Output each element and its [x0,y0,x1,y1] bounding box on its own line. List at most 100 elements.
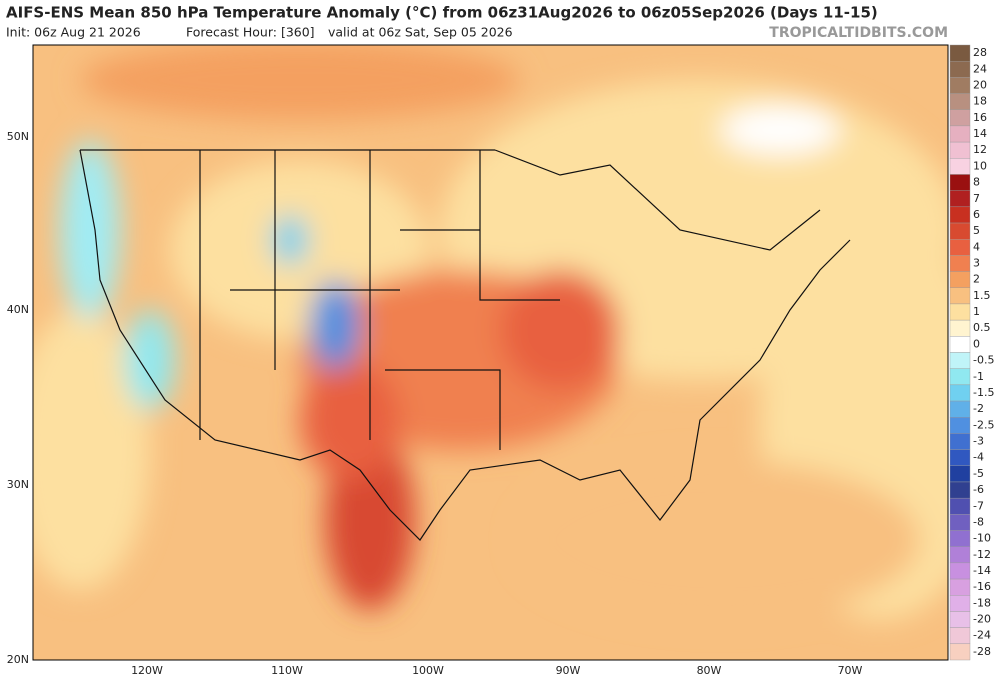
colorbar-label: 10 [973,159,987,172]
colorbar-label: 20 [973,78,987,91]
lon-label: 110W [271,664,303,677]
map-field [33,45,948,660]
colorbar-swatch [949,417,971,434]
anomaly-shading [33,45,948,620]
colorbar-swatch [949,206,971,224]
colorbar-swatch [949,384,971,402]
colorbar: 28 24 20 18 16 14 12 10 8 7 6 5 4 3 2 1.5 1 0.5 0 -0.5 -1 -1.… [949,44,994,661]
colorbar-label: 0.5 [973,321,991,334]
shade [520,460,920,620]
colorbar-label: 0 [973,337,980,350]
colorbar-swatch [949,578,971,596]
colorbar-label: -12 [973,548,991,561]
title: AIFS-ENS Mean 850 hPa Temperature Anomal… [6,4,878,22]
colorbar-label: 4 [973,240,980,253]
colorbar-label: -1.5 [973,386,994,399]
lat-labels: 50N 40N 30N 20N [7,130,29,666]
shade [80,45,520,120]
lon-label: 100W [412,664,444,677]
colorbar-swatch [949,643,971,661]
colorbar-swatch [949,497,971,515]
colorbar-label: -4 [973,451,984,464]
colorbar-label: 3 [973,256,980,269]
colorbar-swatch [949,530,971,547]
colorbar-swatch [949,319,971,337]
colorbar-label: 7 [973,192,980,205]
colorbar-swatch [949,352,971,369]
colorbar-swatch [949,255,971,272]
shade [500,270,620,390]
colorbar-label: 1.5 [973,289,991,302]
colorbar-swatch [949,465,971,483]
colorbar-swatch [949,141,971,159]
colorbar-swatch [949,174,971,191]
init-time: Init: 06z Aug 21 2026 [6,25,141,40]
colorbar-swatch [949,125,971,143]
colorbar-swatch [949,303,971,321]
colorbar-label: -14 [973,564,991,577]
colorbar-label: -24 [973,629,991,642]
colorbar-swatch [949,44,971,62]
colorbar-swatch [949,368,971,386]
boundaries [79,149,851,541]
colorbar-label: 1 [973,305,980,318]
brand: TROPICALTIDBITS.COM [769,25,948,41]
lon-label: 70W [838,664,863,677]
colorbar-swatch [949,514,971,531]
colorbar-label: 14 [973,127,987,140]
colorbar-swatch [949,190,971,208]
colorbar-swatch [949,481,971,499]
lon-labels: 120W 110W 100W 90W 80W 70W [131,664,862,677]
colorbar-swatch [949,449,971,466]
colorbar-swatch [949,627,971,645]
colorbar-swatch [949,433,971,450]
colorbar-label: 12 [973,143,987,156]
colorbar-label: 16 [973,111,987,124]
colorbar-swatch [949,93,971,110]
colorbar-label: -2 [973,402,984,415]
colorbar-label: -28 [973,645,991,658]
colorbar-swatch [949,336,971,353]
colorbar-swatch [949,287,971,305]
colorbar-swatch [949,158,971,175]
colorbar-label: -0.5 [973,354,994,367]
lat-label: 20N [7,653,29,666]
colorbar-label: -3 [973,435,984,448]
forecast-hour: Forecast Hour: [360] [186,25,315,40]
colorbar-label: 24 [973,62,987,75]
lat-label: 40N [7,303,29,316]
colorbar-label: -7 [973,499,984,512]
colorbar-label: 6 [973,208,980,221]
colorbar-swatch [949,562,971,580]
colorbar-label: 28 [973,46,987,59]
shade [300,360,400,480]
colorbar-swatch [949,400,971,418]
colorbar-label: -10 [973,532,991,545]
colorbar-label: 18 [973,95,987,108]
shade [310,280,360,370]
colorbar-swatch [949,595,971,612]
colorbar-swatch [949,60,971,78]
colorbar-label: -18 [973,596,991,609]
map-frame [32,44,949,661]
shade [60,140,120,320]
colorbar-label: -1 [973,370,984,383]
shade [125,310,175,410]
valid-time: valid at 06z Sat, Sep 05 2026 [328,25,513,40]
shade [720,105,840,155]
colorbar-label: -5 [973,467,984,480]
lon-label: 120W [131,664,163,677]
colorbar-label: -2.5 [973,418,994,431]
colorbar-label: -8 [973,515,984,528]
colorbar-swatch [949,611,971,628]
shade [33,310,150,590]
colorbar-swatch [949,546,971,564]
colorbar-swatch [949,77,971,94]
border [80,149,821,251]
colorbar-swatch [949,239,971,256]
colorbar-swatch [949,271,971,288]
lat-label: 30N [7,478,29,491]
colorbar-label: -16 [973,580,991,593]
